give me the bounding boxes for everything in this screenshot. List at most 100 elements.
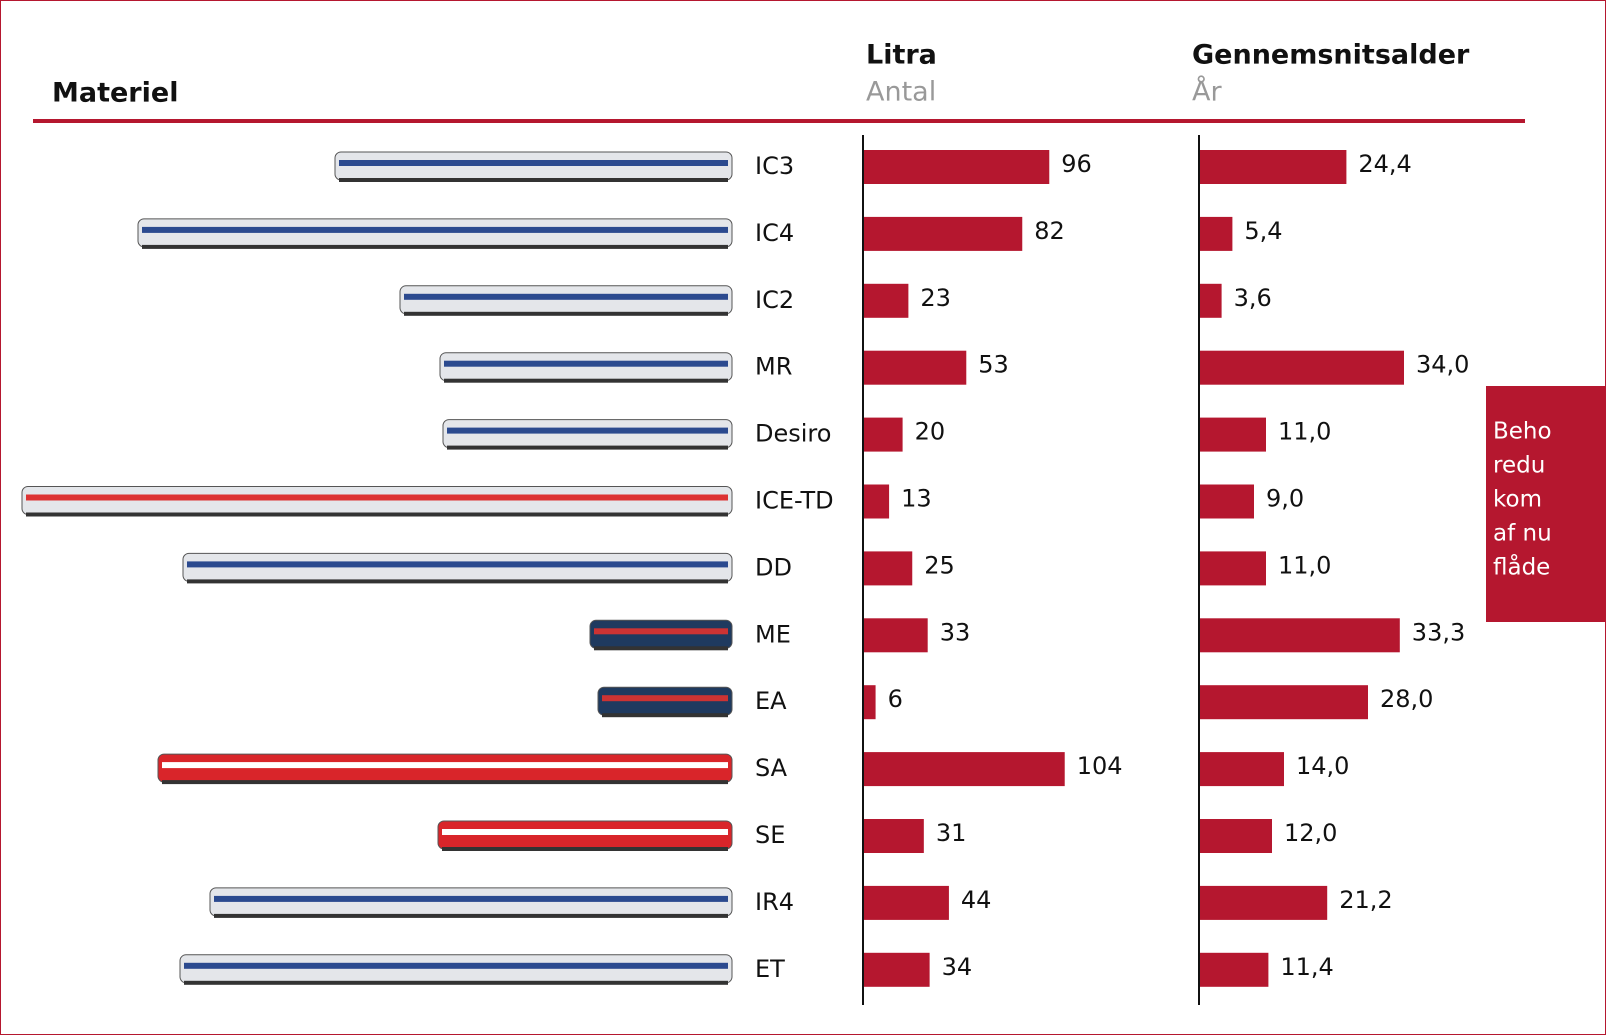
- bar: [864, 216, 1023, 251]
- train-base: [26, 512, 728, 517]
- value-label: 82: [1034, 217, 1065, 245]
- value-label: 13: [901, 485, 932, 513]
- value-label: 28,0: [1380, 685, 1433, 713]
- value-label: 11,0: [1278, 418, 1331, 446]
- bar: [1200, 417, 1266, 452]
- train-base: [214, 913, 728, 918]
- train-stripe: [339, 160, 728, 166]
- train-base: [404, 311, 728, 316]
- bar: [1200, 752, 1284, 787]
- value-label: 34,0: [1416, 351, 1469, 379]
- train-stripe: [142, 226, 728, 233]
- value-label: 9,0: [1266, 485, 1304, 513]
- note-text: redu: [1493, 453, 1545, 479]
- train-stripe: [444, 360, 728, 367]
- value-label: 24,4: [1358, 150, 1411, 178]
- note-text: kom: [1493, 487, 1542, 513]
- category-label: ET: [755, 955, 785, 983]
- train-base: [447, 445, 728, 450]
- bar: [1200, 618, 1400, 653]
- bar: [1200, 484, 1254, 519]
- note-text: flåde: [1493, 553, 1550, 581]
- bar: [864, 952, 930, 987]
- note-text: af nu: [1493, 521, 1552, 547]
- train-stripe: [26, 494, 728, 501]
- value-label: 25: [924, 551, 955, 579]
- value-label: 33,3: [1412, 618, 1465, 646]
- bar: [1200, 216, 1233, 251]
- value-label: 34: [942, 953, 973, 981]
- train-base: [187, 579, 728, 584]
- bar: [1200, 685, 1368, 720]
- bar: [1200, 283, 1222, 318]
- train-base: [444, 378, 728, 383]
- bar: [1200, 885, 1328, 920]
- value-label: 31: [936, 819, 967, 847]
- bar: [864, 350, 967, 385]
- category-label: SE: [755, 821, 785, 849]
- bar: [1200, 150, 1347, 184]
- train-base: [142, 244, 728, 249]
- value-label: 23: [920, 284, 951, 312]
- note-text: Beho: [1493, 419, 1552, 445]
- category-label: IC3: [755, 152, 794, 180]
- bar: [1200, 551, 1266, 586]
- train-stripe: [594, 628, 728, 635]
- chart-subtitle: Antal: [866, 77, 936, 108]
- value-label: 5,4: [1244, 217, 1282, 245]
- bar: [864, 417, 903, 452]
- chart-title: Gennemsnitsalder: [1192, 40, 1470, 71]
- train-base: [594, 646, 728, 651]
- category-label: IR4: [755, 888, 794, 916]
- bar: [864, 885, 949, 920]
- category-label: SA: [755, 754, 788, 782]
- bar: [864, 685, 876, 720]
- value-label: 104: [1077, 752, 1123, 780]
- value-label: 6: [888, 685, 903, 713]
- train-stripe: [187, 561, 728, 568]
- value-label: 11,4: [1280, 953, 1333, 981]
- header-rule: [33, 119, 1525, 123]
- bar: [1200, 952, 1269, 987]
- bar: [864, 551, 913, 586]
- bar: [864, 819, 924, 853]
- train-stripe: [184, 962, 728, 969]
- bar: [864, 752, 1065, 787]
- train-base: [602, 713, 728, 718]
- row-header: Materiel: [52, 78, 178, 109]
- note-box: [1486, 386, 1606, 622]
- value-label: 3,6: [1234, 284, 1272, 312]
- value-label: 96: [1061, 150, 1092, 178]
- category-label: ICE-TD: [755, 487, 834, 515]
- train-stripe: [404, 293, 728, 300]
- train-stripe: [162, 762, 728, 769]
- category-label: MR: [755, 353, 792, 381]
- value-label: 11,0: [1278, 551, 1331, 579]
- category-label: DD: [755, 553, 792, 581]
- bar: [864, 618, 928, 653]
- value-label: 14,0: [1296, 752, 1349, 780]
- bar: [864, 484, 890, 519]
- value-label: 44: [961, 886, 992, 914]
- chart-title: Litra: [866, 40, 937, 71]
- chart-subtitle: År: [1192, 76, 1222, 108]
- value-label: 53: [978, 351, 1009, 379]
- bar: [864, 283, 909, 318]
- value-label: 33: [940, 618, 971, 646]
- bar: [1200, 819, 1272, 853]
- value-label: 21,2: [1339, 886, 1392, 914]
- train-images: [21, 151, 733, 985]
- train-stripe: [442, 829, 728, 835]
- train-base: [442, 847, 728, 851]
- category-label: EA: [755, 687, 787, 715]
- train-stripe: [602, 695, 728, 702]
- category-label: IC2: [755, 286, 794, 314]
- train-stripe: [214, 895, 728, 902]
- train-stripe: [447, 427, 728, 434]
- value-label: 20: [915, 418, 946, 446]
- train-base: [184, 980, 728, 985]
- category-label: Desiro: [755, 420, 831, 448]
- value-label: 12,0: [1284, 819, 1337, 847]
